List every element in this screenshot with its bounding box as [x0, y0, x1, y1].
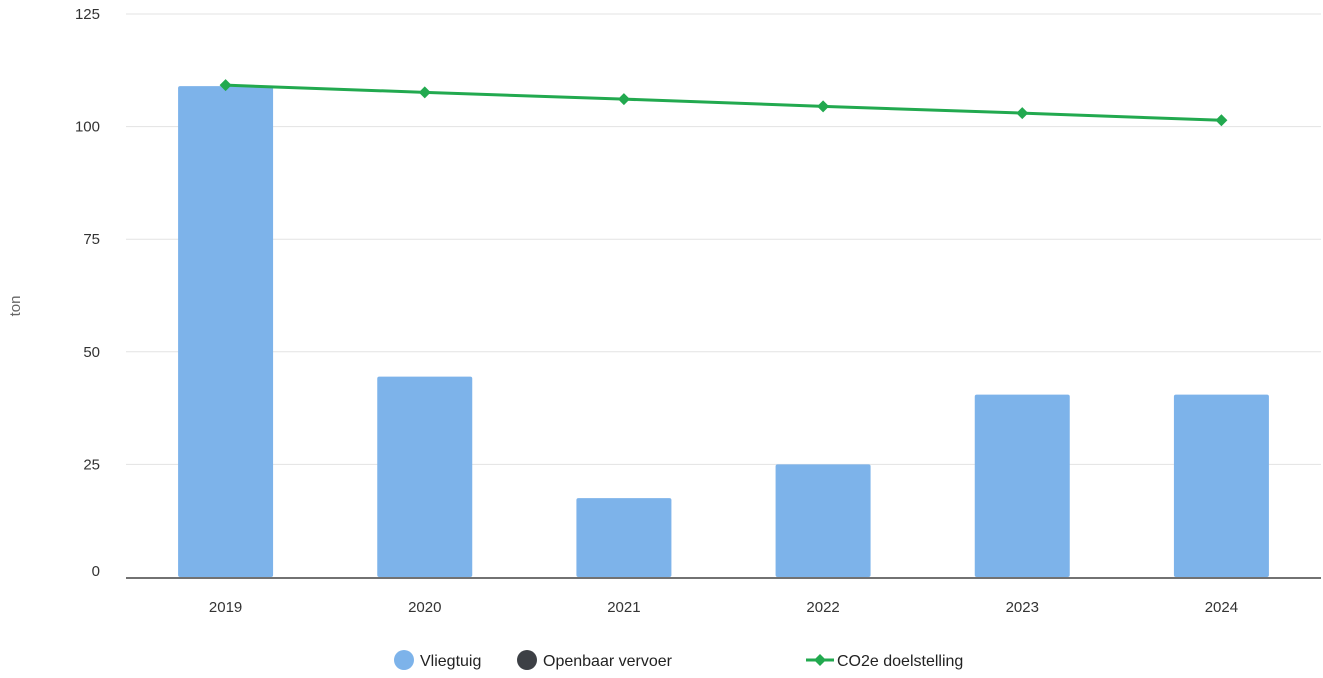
legend: Vliegtuig Openbaar vervoer CO2e doelstelli… — [394, 650, 963, 670]
target-point[interactable] — [219, 79, 232, 92]
grid-layer — [126, 13, 1321, 465]
bar-vliegtuig[interactable] — [1173, 394, 1269, 577]
y-tick-label: 125 — [75, 6, 100, 23]
target-point[interactable] — [418, 86, 431, 99]
bar-vliegtuig[interactable] — [377, 376, 473, 577]
bar-vliegtuig[interactable] — [775, 464, 871, 577]
legend-item-openbaar-vervoer[interactable]: Openbaar vervoer — [517, 650, 673, 670]
y-axis-title: ton — [7, 296, 24, 317]
legend-item-vliegtuig[interactable]: Vliegtuig — [394, 650, 481, 670]
y-tick-label: 50 — [83, 344, 100, 361]
legend-label: Openbaar vervoer — [543, 653, 673, 670]
y-tick-label: 0 — [92, 563, 100, 580]
bar-layer — [178, 86, 1269, 578]
x-tick-label: 2024 — [1205, 599, 1238, 616]
legend-swatch-vliegtuig — [394, 650, 414, 670]
legend-swatch-marker — [814, 654, 826, 666]
target-point[interactable] — [1016, 107, 1029, 120]
x-tick-label: 2019 — [209, 599, 242, 616]
target-point[interactable] — [817, 100, 830, 113]
target-line — [225, 83, 1222, 122]
legend-swatch-openbaar-vervoer — [517, 650, 537, 670]
label-layer: ton 0 25 50 75 100 125 2019 2020 2021 2022 2023 202… — [7, 6, 1238, 616]
y-tick-label: 100 — [75, 119, 100, 136]
legend-label: Vliegtuig — [420, 653, 481, 670]
y-tick-label: 25 — [83, 456, 100, 473]
line-layer — [219, 79, 1228, 127]
bar-vliegtuig[interactable] — [576, 498, 672, 577]
bar-vliegtuig[interactable] — [178, 86, 274, 578]
x-tick-label: 2020 — [408, 599, 441, 616]
target-point[interactable] — [617, 93, 630, 106]
y-tick-label: 75 — [83, 231, 100, 248]
x-tick-label: 2022 — [806, 599, 839, 616]
x-tick-label: 2021 — [607, 599, 640, 616]
legend-label: CO2e doelstelling — [837, 653, 963, 670]
bar-vliegtuig[interactable] — [974, 394, 1070, 577]
x-tick-label: 2023 — [1006, 599, 1039, 616]
target-point[interactable] — [1215, 114, 1228, 127]
legend-item-co2e-doelstelling[interactable]: CO2e doelstelling — [806, 653, 963, 670]
